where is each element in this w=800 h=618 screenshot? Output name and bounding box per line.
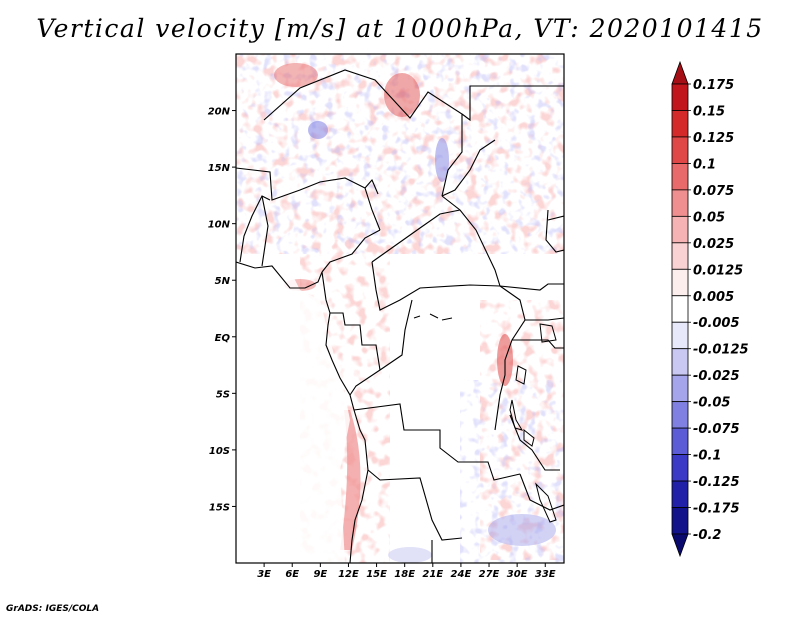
colorbar-label: -0.125 — [693, 475, 740, 490]
colorbar-label: 0.075 — [693, 184, 734, 199]
colorbar-label: 0.005 — [693, 290, 734, 305]
lon-tick-label: 21E — [422, 569, 443, 580]
lat-tick-label: EQ — [215, 333, 231, 344]
colorbar-swatch — [671, 507, 689, 535]
colorbar-swatch — [671, 348, 689, 376]
lon-tick-label: 9E — [313, 569, 327, 580]
colorbar-swatch — [671, 454, 689, 482]
colorbar-swatch — [671, 83, 689, 111]
software-credit: GrADS: IGES/COLA — [6, 604, 100, 614]
longitude-axis: 3E 6E 9E 12E 15E 18E 21E 24E 27E 30E 33E — [257, 563, 556, 580]
colorbar-swatch — [671, 295, 689, 323]
colorbar-swatch — [671, 110, 689, 138]
colorbar-label: 0.175 — [693, 78, 734, 93]
lat-tick-label: 15N — [208, 163, 231, 174]
lon-tick-label: 15E — [366, 569, 387, 580]
latitude-axis: 20N 15N 10N 5N EQ 5S 10S 15S — [208, 107, 236, 513]
colorbar-label: 0.0125 — [693, 263, 743, 278]
lat-tick-label: 20N — [208, 107, 231, 118]
lon-tick-label: 24E — [451, 569, 472, 580]
colorbar-label: -0.0125 — [693, 343, 749, 358]
colorbar-swatch — [671, 136, 689, 164]
colorbar: 0.175 0.15 0.125 0.1 0.075 0.05 0.025 0.0125 0.0… — [671, 60, 749, 558]
colorbar-label: 0.05 — [693, 210, 725, 225]
colorbar-label: -0.1 — [693, 449, 721, 464]
country-borders — [236, 69, 564, 563]
colorbar-swatch — [671, 163, 689, 191]
colorbar-swatch — [671, 215, 689, 244]
colorbar-label: -0.175 — [693, 502, 740, 517]
lat-tick-label: 10N — [208, 220, 231, 231]
lon-tick-label: 12E — [338, 569, 359, 580]
colorbar-swatch — [671, 480, 689, 508]
lakes — [413, 313, 557, 523]
lon-tick-label: 6E — [285, 569, 299, 580]
colorbar-swatch — [671, 374, 689, 403]
lon-tick-label: 18E — [394, 569, 415, 580]
lat-tick-label: 10S — [209, 446, 230, 457]
colorbar-swatch — [671, 189, 689, 217]
lat-tick-label: 5S — [216, 389, 230, 400]
colorbar-label: 0.125 — [693, 131, 734, 146]
colorbar-swatch — [671, 533, 689, 558]
map-title: Vertical velocity [m/s] at 1000hPa, VT: … — [36, 14, 764, 43]
lon-tick-label: 33E — [535, 569, 556, 580]
colorbar-label: -0.075 — [693, 422, 740, 437]
colorbar-swatch — [671, 242, 689, 270]
colorbar-swatch — [671, 401, 689, 429]
colorbar-label: 0.025 — [693, 237, 734, 252]
lat-tick-label: 5N — [215, 276, 231, 287]
colorbar-swatch — [671, 60, 689, 85]
lon-tick-label: 30E — [507, 569, 528, 580]
lon-tick-label: 27E — [479, 569, 500, 580]
lat-tick-label: 15S — [209, 502, 230, 513]
colorbar-swatch — [671, 321, 689, 350]
colorbar-label: -0.005 — [693, 316, 740, 331]
colorbar-swatch — [671, 268, 689, 297]
colorbar-swatch — [671, 427, 689, 455]
colorbar-label: -0.2 — [693, 528, 721, 543]
colorbar-label: -0.05 — [693, 396, 730, 411]
colorbar-label: 0.1 — [693, 157, 716, 172]
velocity-field — [236, 54, 564, 563]
lon-tick-label: 3E — [257, 569, 271, 580]
colorbar-label: -0.025 — [693, 369, 740, 384]
colorbar-label: 0.15 — [693, 104, 725, 119]
map-frame — [235, 53, 565, 564]
